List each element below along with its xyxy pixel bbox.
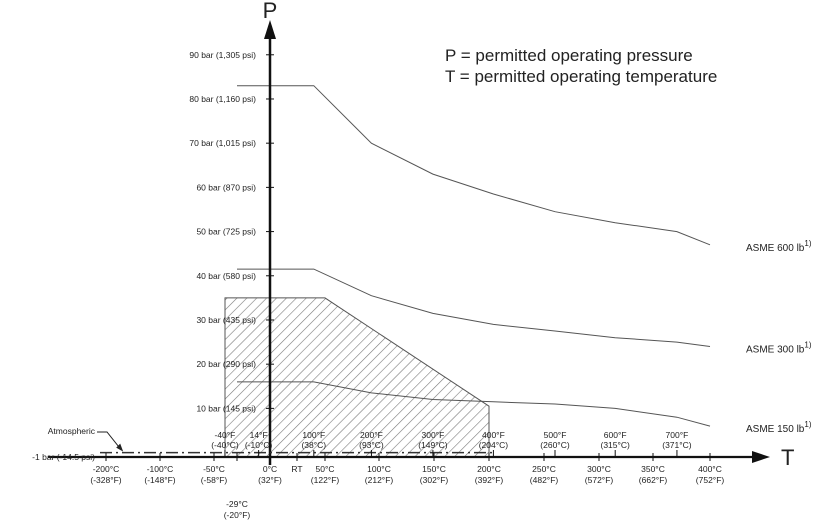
x-tick-label-3: 0°C <box>263 464 277 474</box>
x-tick-label-11: 350°C <box>641 464 665 474</box>
x-tick-top-label-8: 700°F <box>666 430 689 440</box>
y-tick-label-3: 30 bar (435 psi) <box>196 315 256 325</box>
x-tick-label-5: 50°C <box>316 464 335 474</box>
x-tick-sublabel-11: (662°F) <box>639 475 668 485</box>
legend-line-temperature: T = permitted operating temperature <box>445 67 717 86</box>
x-tick-top-sublabel-6: (260°C) <box>540 440 570 450</box>
x-tick-label-8: 200°C <box>477 464 501 474</box>
x-tick-top-label-7: 600°F <box>604 430 627 440</box>
y-tick-label-8: 80 bar (1,160 psi) <box>189 94 256 104</box>
series-line-1 <box>237 268 711 347</box>
y-axis-arrow <box>264 20 276 39</box>
x-tick-label-10: 300°C <box>587 464 611 474</box>
atmospheric-leader <box>97 431 121 449</box>
x-tick-top-sublabel-7: (315°C) <box>601 440 631 450</box>
y-tick-label-2: 20 bar (290 psi) <box>196 359 256 369</box>
x-tick-label-9: 250°C <box>532 464 556 474</box>
x-tick-sublabel-8: (392°F) <box>475 475 504 485</box>
x-tick-sublabel-7: (302°F) <box>420 475 449 485</box>
y-tick-label-1: 10 bar (145 psi) <box>196 403 256 413</box>
x-tick-label-7: 150°C <box>422 464 446 474</box>
y-tick-label-4: 40 bar (580 psi) <box>196 271 256 281</box>
x-tick2-sublabel-0: (-20°F) <box>224 510 251 520</box>
legend-line-pressure: P = permitted operating pressure <box>445 46 693 65</box>
x-tick-label-1: -100°C <box>147 464 174 474</box>
x-tick-label-4: RT <box>291 464 302 474</box>
x-tick-sublabel-1: (-148°F) <box>144 475 175 485</box>
x-tick-top-sublabel-2: (38°C) <box>301 440 326 450</box>
x-tick-top-label-5: 400°F <box>482 430 505 440</box>
y-tick-label-9: 90 bar (1,305 psi) <box>189 50 256 60</box>
x-tick-sublabel-5: (122°F) <box>311 475 340 485</box>
x-tick-label-0: -200°C <box>93 464 120 474</box>
x-tick-sublabel-10: (572°F) <box>585 475 614 485</box>
x-tick-top-sublabel-5: (204°C) <box>479 440 509 450</box>
atmospheric-leader-arrow <box>116 443 124 452</box>
x-tick-top-label-2: 100°F <box>302 430 325 440</box>
atmospheric-label: Atmospheric <box>48 426 96 436</box>
x-tick-label-12: 400°C <box>698 464 722 474</box>
x-tick-top-sublabel-8: (371°C) <box>662 440 692 450</box>
x-tick-top-label-4: 300°F <box>422 430 445 440</box>
y-tick-label-6: 60 bar (870 psi) <box>196 182 256 192</box>
x-tick-sublabel-9: (482°F) <box>530 475 559 485</box>
x-axis-arrow <box>752 451 770 463</box>
y-tick-label-5: 50 bar (725 psi) <box>196 227 256 237</box>
x-axis-title: T <box>781 445 794 470</box>
x-tick-top-label-1: 14°F <box>250 430 268 440</box>
series-label-2: ASME 150 lb1) <box>746 420 812 435</box>
x-tick-sublabel-2: (-58°F) <box>201 475 228 485</box>
x-tick-top-label-0: -40°F <box>215 430 236 440</box>
x-tick-top-label-6: 500°F <box>544 430 567 440</box>
x-tick-top-sublabel-4: (149°C) <box>418 440 448 450</box>
series-label-0: ASME 600 lb1) <box>746 239 812 254</box>
x-tick-top-sublabel-0: (-40°C) <box>211 440 239 450</box>
x-tick-top-label-3: 200°F <box>360 430 383 440</box>
x-tick-sublabel-0: (-328°F) <box>90 475 121 485</box>
x-tick2-label-0: -29°C <box>226 499 248 509</box>
series-label-1: ASME 300 lb1) <box>746 341 812 356</box>
x-tick-sublabel-12: (752°F) <box>696 475 725 485</box>
x-tick-top-sublabel-3: (93°C) <box>359 440 384 450</box>
x-tick-sublabel-3: (32°F) <box>258 475 282 485</box>
x-tick-top-sublabel-1: (-10°C) <box>245 440 273 450</box>
x-tick-label-2: -50°C <box>203 464 225 474</box>
series-line-2 <box>237 381 711 427</box>
series-line-0 <box>237 85 711 246</box>
y-tick-label-0: -1 bar (-14.5 psi) <box>32 452 95 462</box>
y-axis-title: P <box>263 0 278 23</box>
y-tick-label-7: 70 bar (1,015 psi) <box>189 138 256 148</box>
x-tick-sublabel-6: (212°F) <box>365 475 394 485</box>
x-tick-label-6: 100°C <box>367 464 391 474</box>
